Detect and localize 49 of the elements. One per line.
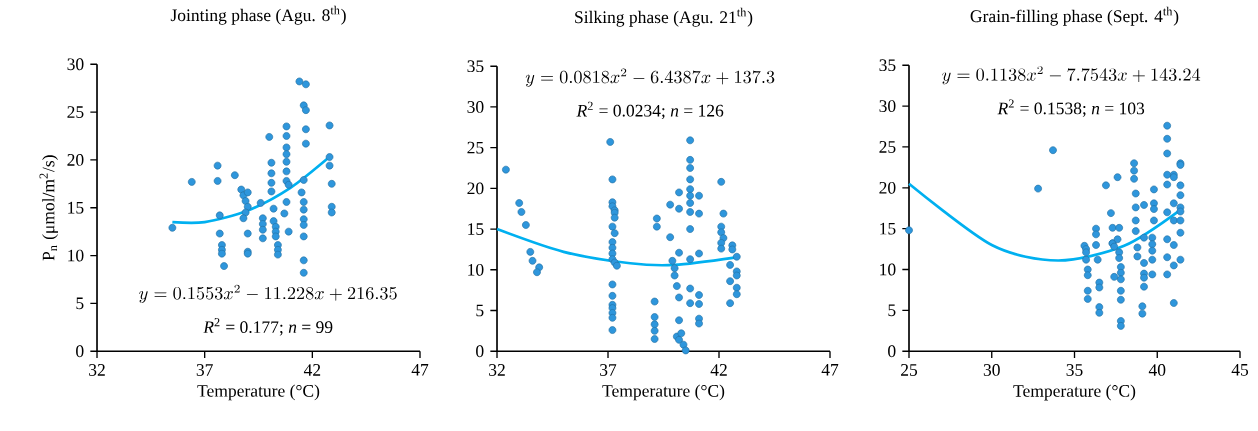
y-tick-label: 20 <box>879 181 896 194</box>
y-tick-label: 35 <box>879 59 896 72</box>
x-tick-label: 37 <box>600 363 617 376</box>
chart-title: Grain-filling phase (Sept. 4$^{th}$) <box>970 6 1179 26</box>
y-axis-title: P$_{n}$ (μmol/m$^{2}$/s) <box>39 155 59 261</box>
annotation: R$^{2}$ = 0.177; n = 99 <box>203 317 333 336</box>
x-tick-label: 25 <box>901 363 918 376</box>
x-axis-title: Temperature (°C) <box>1013 384 1136 401</box>
y-tick-label: 20 <box>67 153 84 166</box>
y-tick-label: 25 <box>467 141 484 154</box>
x-tick-label: 30 <box>983 363 1000 376</box>
chart-title: Silking phase (Agu. 21$^{th}$) <box>575 7 753 27</box>
annotation: $y = 0.0818x^{2} - 6.4387x + 137.3$ <box>525 68 775 87</box>
y-tick-label: 15 <box>68 201 84 214</box>
y-tick-label: 5 <box>76 297 84 310</box>
y-tick-label: 5 <box>888 304 896 317</box>
annotation: R$^{2}$ = 0.1538; n = 103 <box>997 99 1145 117</box>
x-tick-label: 45 <box>1231 363 1249 376</box>
y-tick-label: 35 <box>467 60 484 72</box>
x-tick-label: 40 <box>1148 363 1166 376</box>
annotation: $y = 0.1138x^{2} - 7.7543x + 143.24$ <box>942 66 1201 85</box>
x-tick-label: 35 <box>1066 363 1083 376</box>
y-tick-label: 25 <box>67 106 84 118</box>
y-tick-label: 30 <box>467 100 484 113</box>
y-tick-label: 0 <box>888 345 896 358</box>
annotation: $y = 0.1553x^{2} - 11.228x + 216.35$ <box>139 284 397 303</box>
y-tick-label: 10 <box>68 249 84 262</box>
y-tick-label: 10 <box>880 263 896 276</box>
y-tick-label: 5 <box>476 304 484 317</box>
x-tick-label: 32 <box>489 363 505 376</box>
annotation: R$^{2}$ = 0.0234; n = 126 <box>576 101 724 119</box>
x-tick-label: 47 <box>411 363 429 376</box>
y-tick-label: 30 <box>879 100 896 112</box>
y-tick-label: 15 <box>880 222 896 235</box>
y-tick-label: 25 <box>879 140 896 153</box>
x-tick-label: 42 <box>303 363 321 376</box>
y-tick-label: 0 <box>476 345 484 358</box>
x-axis-title: Temperature (°C) <box>602 384 725 401</box>
y-tick-label: 30 <box>67 58 84 71</box>
chart-title: Jointing phase (Agu. 8$^{th}$) <box>170 5 346 25</box>
y-tick-label: 15 <box>468 223 484 235</box>
x-tick-label: 32 <box>89 363 105 376</box>
x-axis-title: Temperature (°C) <box>197 384 320 401</box>
y-tick-label: 20 <box>467 182 484 195</box>
x-tick-label: 47 <box>821 363 839 376</box>
x-tick-label: 42 <box>710 363 727 376</box>
x-tick-label: 37 <box>196 363 213 376</box>
y-tick-label: 0 <box>76 345 84 358</box>
y-tick-label: 10 <box>468 263 484 276</box>
